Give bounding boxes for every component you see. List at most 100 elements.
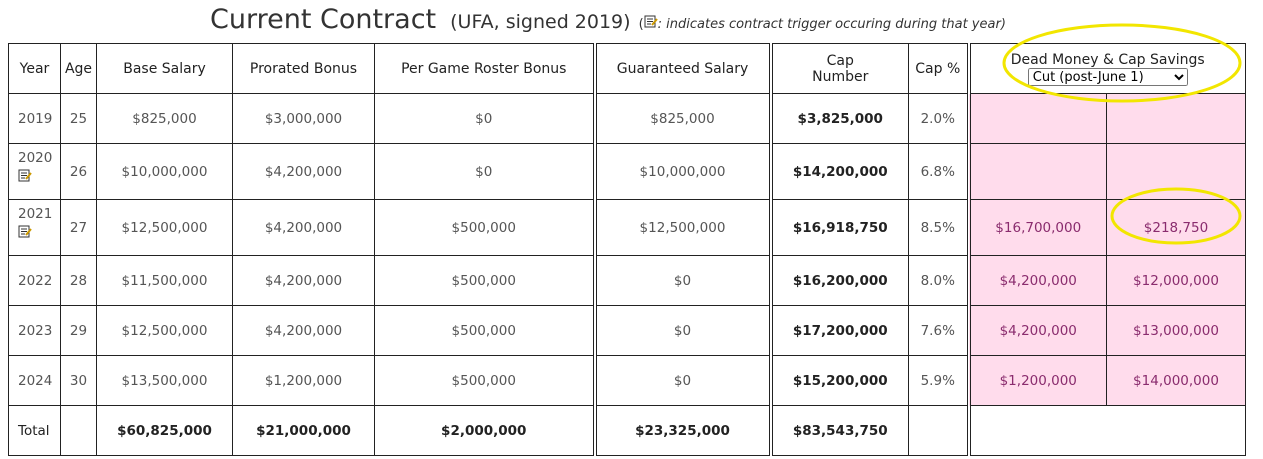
- cell: $12,000,000: [1106, 255, 1246, 306]
- cell: $16,200,000: [768, 255, 909, 306]
- cell: 29: [60, 305, 97, 356]
- cell: 27: [60, 199, 97, 256]
- cell: $83,543,750: [768, 405, 909, 456]
- title: Current Contract (UFA, signed 2019) (: ind…: [210, 4, 1006, 35]
- cell: $16,700,000: [966, 199, 1107, 256]
- cell: $10,000,000: [96, 143, 233, 200]
- cell: $3,000,000: [232, 93, 375, 144]
- cell-text: $83,543,750: [792, 422, 888, 439]
- cell-text: $15,200,000: [792, 372, 888, 389]
- cell: 2.0%: [908, 93, 969, 144]
- header: Dead Money & Cap Savings: [1010, 51, 1205, 68]
- header: Base Salary: [96, 43, 233, 94]
- cell-text: $14,000,000: [1133, 372, 1219, 389]
- cell-text: $0: [475, 110, 493, 127]
- cell: $500,000: [374, 355, 595, 406]
- cell: $60,825,000: [96, 405, 233, 456]
- cell-text: $10,000,000: [639, 163, 726, 180]
- cell: $218,750: [1106, 199, 1246, 256]
- cell-text: $0: [673, 272, 692, 289]
- cell: 25: [60, 93, 97, 144]
- cell-text: 2022: [18, 272, 53, 289]
- cell-text: 2024: [18, 372, 53, 389]
- cell: [908, 405, 969, 456]
- cell: 2019: [8, 93, 61, 144]
- cell: [966, 405, 1246, 456]
- cell-text: 6.8%: [920, 163, 955, 180]
- cell-text: $0: [673, 372, 692, 389]
- cell-text: $1,200,000: [999, 372, 1077, 389]
- row: 2021 27 $12,500,000 $4,200,000 $500,000 $12,5…: [8, 199, 1246, 256]
- cell-text: $12,500,000: [121, 322, 208, 339]
- cell: 5.9%: [908, 355, 969, 406]
- header: Cap Number: [768, 43, 909, 94]
- cell: $0: [374, 93, 595, 144]
- cell: $4,200,000: [232, 305, 375, 356]
- cell-text: 25: [69, 110, 88, 127]
- cell-text: 8.5%: [920, 219, 955, 236]
- cell: $500,000: [374, 305, 595, 356]
- cell: $12,500,000: [592, 199, 771, 256]
- cell-text: 30: [69, 372, 88, 389]
- cell-text: $1,200,000: [264, 372, 343, 389]
- cell-text: $60,825,000: [117, 422, 212, 439]
- cell: $12,500,000: [96, 305, 233, 356]
- cell: $13,500,000: [96, 355, 233, 406]
- cell-text: 29: [69, 322, 88, 339]
- cell-text: $16,918,750: [792, 219, 888, 236]
- cell: 28: [60, 255, 97, 306]
- cell: [966, 93, 1107, 144]
- cell-text: $4,200,000: [999, 322, 1077, 339]
- title-main: Current Contract: [210, 4, 437, 35]
- title-sub: (UFA, signed 2019): [450, 11, 631, 33]
- cell: 2020: [8, 143, 61, 200]
- cell: $500,000: [374, 255, 595, 306]
- cell-text: 2020: [18, 150, 53, 166]
- cell: $1,200,000: [232, 355, 375, 406]
- cut-select[interactable]: Cut (post-June 1): [1027, 67, 1188, 86]
- cell: 6.8%: [908, 143, 969, 200]
- cell-text: $12,000,000: [1133, 272, 1219, 289]
- row: 2020 26 $10,000,000 $4,200,000 $0 $10,000,000…: [8, 143, 1246, 200]
- cell: 26: [60, 143, 97, 200]
- cell: $500,000: [374, 199, 595, 256]
- header-row: Year Age Base Salary Prorated Bonus Per …: [8, 43, 1246, 94]
- cell-text: $12,500,000: [121, 219, 208, 236]
- cell: Total: [8, 405, 61, 456]
- cell-text: 5.9%: [920, 372, 955, 389]
- cell: [1106, 143, 1246, 200]
- cell: $21,000,000: [232, 405, 375, 456]
- trigger-icon: [18, 169, 32, 182]
- cell-text: 27: [69, 219, 88, 236]
- cell: [966, 143, 1107, 200]
- table-body: 2019 25 $825,000 $3,000,000 $0 $825,000 $3,825…: [8, 93, 1246, 456]
- cell: 2024: [8, 355, 61, 406]
- cell: [1106, 93, 1246, 144]
- cell-text: $13,500,000: [121, 372, 208, 389]
- cell-text: $14,200,000: [792, 163, 888, 180]
- cell-text: 28: [69, 272, 88, 289]
- header: Year: [8, 43, 61, 94]
- note-icon: [644, 15, 658, 28]
- cell: $4,200,000: [232, 199, 375, 256]
- cell-text: $825,000: [650, 110, 715, 127]
- cell-text: $4,200,000: [264, 219, 343, 236]
- cell-text: $2,000,000: [441, 422, 527, 439]
- row: 2024 30 $13,500,000 $1,200,000 $500,000 $0 $15…: [8, 355, 1246, 406]
- contract-table: Year Age Base Salary Prorated Bonus Per …: [8, 43, 1246, 456]
- cell-text: 2023: [18, 322, 53, 339]
- cell-text: $12,500,000: [639, 219, 726, 236]
- row: 2023 29 $12,500,000 $4,200,000 $500,000 $0 $17…: [8, 305, 1246, 356]
- cell-text: $16,200,000: [792, 272, 888, 289]
- cell: 30: [60, 355, 97, 406]
- cell-text: $218,750: [1143, 219, 1209, 236]
- cell: $14,000,000: [1106, 355, 1246, 406]
- cell-text: $3,000,000: [264, 110, 343, 127]
- cell-text: $4,200,000: [999, 272, 1077, 289]
- header: Per Game Roster Bonus: [374, 43, 595, 94]
- cell: $3,825,000: [768, 93, 909, 144]
- cell: $11,500,000: [96, 255, 233, 306]
- cell-text: $11,500,000: [121, 272, 208, 289]
- note-open: (: [638, 17, 644, 32]
